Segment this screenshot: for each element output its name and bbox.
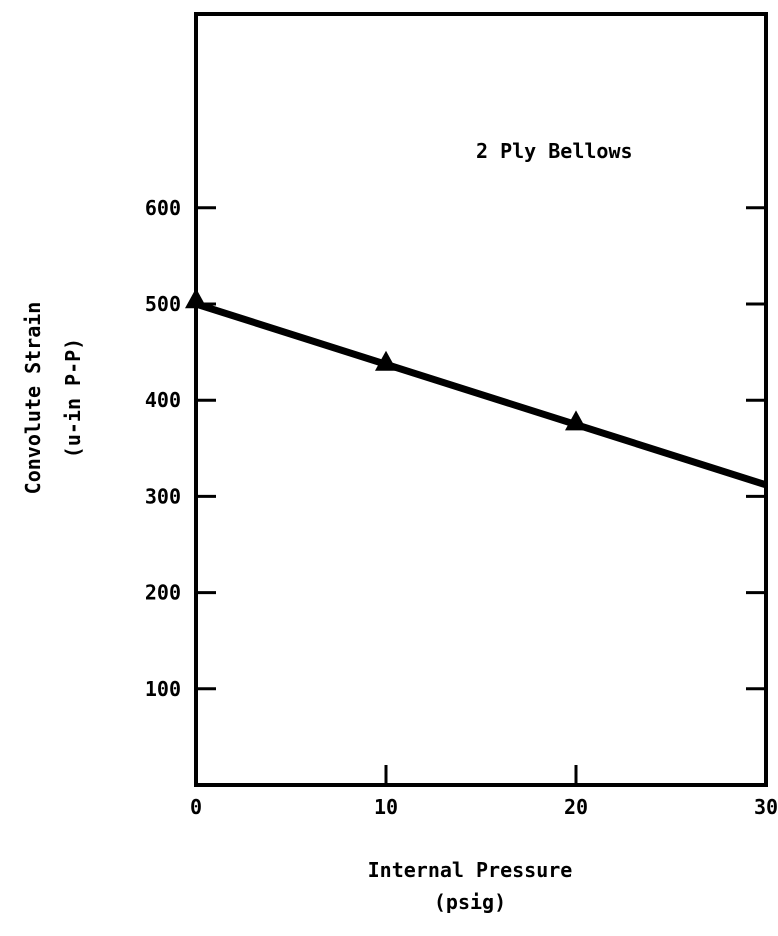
y-tick-labels: 100 200 300 400 500 600 xyxy=(145,196,181,701)
y-tick-label: 500 xyxy=(145,292,181,316)
y-tick-label: 300 xyxy=(145,484,181,508)
x-tick-labels: 0 10 20 30 xyxy=(190,795,778,819)
x-tick-label: 0 xyxy=(190,795,202,819)
x-axis-title: Internal Pressure xyxy=(368,858,573,882)
y-tick-label: 100 xyxy=(145,677,181,701)
plot-frame xyxy=(194,12,768,787)
y-tick-label: 400 xyxy=(145,388,181,412)
series-group xyxy=(185,288,768,489)
x-tick-label: 30 xyxy=(754,795,778,819)
y-axis-subtitle: (u-in P-P) xyxy=(61,338,85,458)
annotation-label: 2 Ply Bellows xyxy=(476,139,633,163)
data-point-triangle xyxy=(565,410,587,431)
x-tick-label: 20 xyxy=(564,795,588,819)
fit-line xyxy=(194,300,768,489)
data-point-triangle xyxy=(185,288,207,309)
y-tick-label: 600 xyxy=(145,196,181,220)
tick-marks xyxy=(196,206,766,785)
x-axis-subtitle: (psig) xyxy=(434,890,506,914)
y-axis-title: Convolute Strain xyxy=(21,302,45,495)
data-point-triangle xyxy=(375,350,397,371)
y-tick-label: 200 xyxy=(145,581,181,605)
x-tick-label: 10 xyxy=(374,795,398,819)
